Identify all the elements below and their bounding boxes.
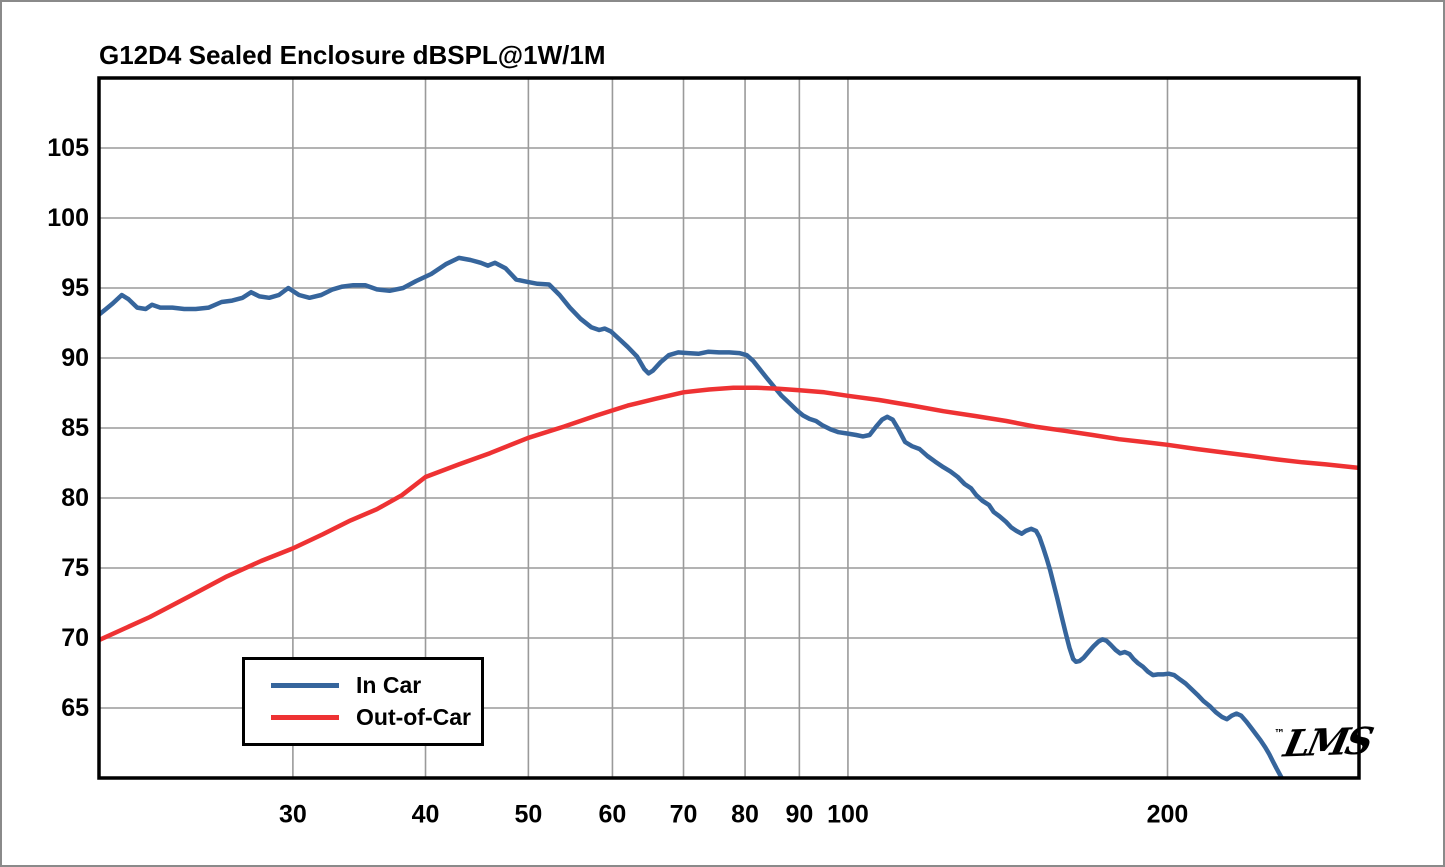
x-tick-label: 30 xyxy=(279,801,307,829)
legend-label-in-car: In Car xyxy=(356,672,422,698)
y-tick-label: 105 xyxy=(47,134,89,162)
out-of-car-line-swatch xyxy=(271,715,339,720)
x-tick-label: 90 xyxy=(785,801,813,829)
y-tick-label: 90 xyxy=(61,344,89,372)
lms-logo-text: LMS xyxy=(1279,718,1375,766)
y-tick-label: 85 xyxy=(61,414,89,442)
legend-label-out-of-car: Out-of-Car xyxy=(356,704,471,730)
legend-item-out-of-car: Out-of-Car xyxy=(245,704,481,731)
plot-border xyxy=(97,76,1361,780)
chart-title: G12D4 Sealed Enclosure dBSPL@1W/1M xyxy=(99,40,606,70)
legend-item-in-car: In Car xyxy=(245,672,481,699)
y-tick-label: 65 xyxy=(61,694,89,722)
series-in-car-line xyxy=(99,255,1285,778)
y-tick-label: 70 xyxy=(61,624,89,652)
legend-box: In Car Out-of-Car xyxy=(242,657,484,746)
in-car-line-swatch xyxy=(271,683,339,688)
trademark-symbol: ™ xyxy=(1274,727,1285,740)
x-tick-label: 80 xyxy=(731,801,759,829)
x-tick-label: 200 xyxy=(1147,801,1189,829)
series-out-of-car-line xyxy=(99,385,1359,643)
x-tick-label: 70 xyxy=(670,801,698,829)
lms-logo: ™LMS xyxy=(1274,719,1375,766)
x-tick-label: 50 xyxy=(514,801,542,829)
x-tick-label: 60 xyxy=(599,801,627,829)
x-tick-label: 100 xyxy=(827,801,869,829)
y-tick-label: 100 xyxy=(47,204,89,232)
x-tick-label: 40 xyxy=(412,801,440,829)
y-tick-label: 95 xyxy=(61,274,89,302)
y-tick-label: 80 xyxy=(61,484,89,512)
y-tick-label: 75 xyxy=(61,554,89,582)
